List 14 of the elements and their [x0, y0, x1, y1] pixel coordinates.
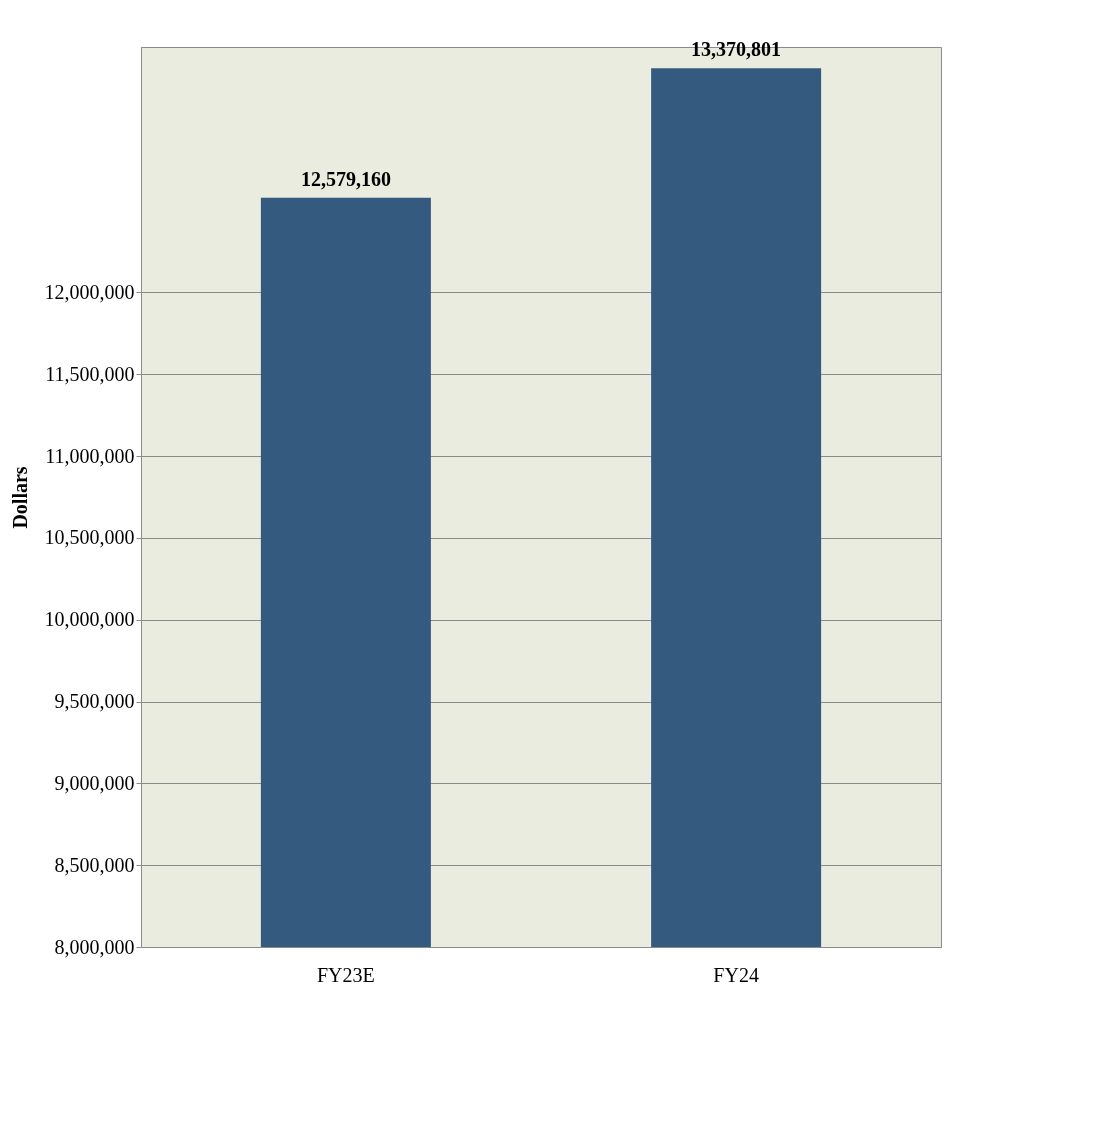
x-tick-label: FY23E	[316, 963, 375, 986]
data-label: 13,370,801	[691, 38, 782, 61]
y-axis-title: Dollars	[8, 466, 31, 529]
y-tick-label: 8,000,000	[54, 935, 135, 958]
y-tick-label: 11,500,000	[45, 362, 135, 385]
y-tick-label: 9,500,000	[54, 690, 135, 713]
y-tick-label: 9,000,000	[54, 771, 135, 794]
y-tick-label: 10,000,000	[44, 608, 135, 631]
y-tick-label: 12,000,000	[44, 280, 135, 303]
y-tick-label: 10,500,000	[44, 526, 135, 549]
y-tick-label: 8,500,000	[54, 853, 135, 876]
data-label: 12,579,160	[300, 167, 391, 190]
y-tick-label: 11,000,000	[45, 444, 135, 467]
x-tick-label: FY24	[713, 963, 759, 986]
